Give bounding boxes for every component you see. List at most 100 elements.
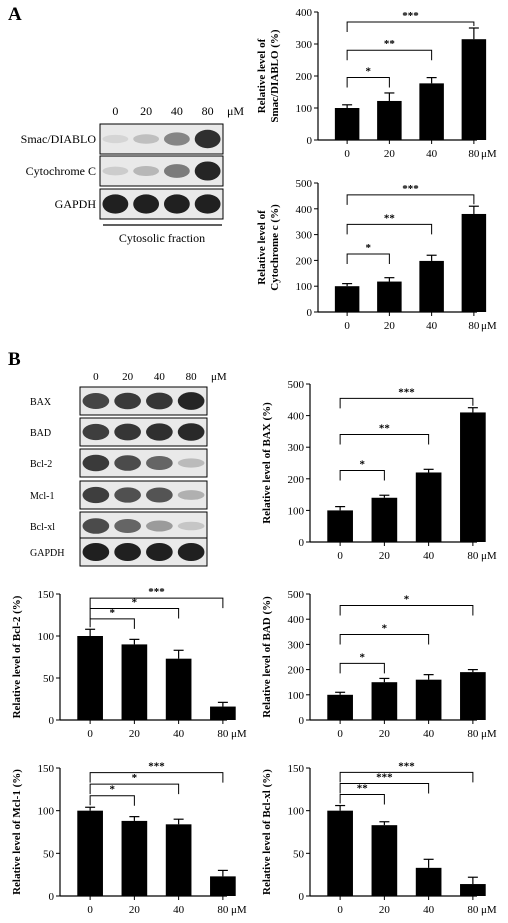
bar-20 [371,825,398,896]
significance-bracket [346,77,390,88]
y-tick-label: 300 [296,230,313,242]
bar-80 [461,39,487,141]
panel-letter-a: A [8,4,22,25]
x-tick-label: 20 [379,550,391,562]
significance-bracket [89,608,180,619]
x-tick-label: 0 [337,904,343,916]
western-blot-a: 0 20 40 80 μM Smac/DIABLO Cytochrome C GAPDH Cyt… [21,104,245,245]
blot-band [177,490,205,500]
y-tick-label: 400 [296,204,313,216]
blot-band [177,521,205,531]
blot-band [177,423,205,441]
x-tick-label: 40 [423,728,435,740]
y-tick-label: 0 [299,537,305,549]
significance-bracket [339,470,385,481]
y-tick-label: 400 [288,614,305,626]
blot-label-Bcl-xl: Bcl-xl [30,522,55,533]
blot-label-GAPDH: GAPDH [55,197,97,211]
blot-band [146,455,173,471]
bar-80 [210,876,236,896]
blot-label-Mcl-1: Mcl-1 [30,491,54,502]
bar-0 [327,510,353,542]
blot-band [114,455,141,471]
lane-label-20: 20 [122,371,134,383]
significance-bracket [339,771,474,783]
significance-label: *** [402,10,419,22]
bar-80 [460,412,486,542]
significance-label: * [110,784,116,796]
significance-bracket [339,782,430,794]
blot-band [82,423,110,441]
lane-label-40: 40 [171,104,183,118]
lane-label-20: 20 [140,104,152,118]
significance-label: * [366,66,372,78]
significance-bracket [346,223,433,235]
y-tick-label: 150 [38,589,55,601]
significance-label: ** [379,422,391,434]
bar-40 [415,679,442,720]
y-axis-label: Relative level of BAX (%) [261,402,273,524]
x-tick-label: 80 [468,320,480,332]
y-tick-label: 0 [307,135,313,147]
bar-80 [210,706,236,720]
blot-band [163,164,190,178]
x-tick-label: 80 [467,550,479,562]
unit-label: μM [227,104,244,118]
blot-band [114,392,141,410]
significance-bracket [346,194,475,205]
y-tick-label: 100 [296,103,313,115]
unit-label: μM [481,550,497,562]
significance-label: *** [148,586,165,598]
y-tick-label: 50 [43,673,55,685]
significance-bracket [89,795,135,806]
blot-band [114,518,141,534]
y-tick-label: 150 [288,763,305,775]
bar-20 [377,281,402,312]
significance-bracket [339,794,385,805]
significance-label: * [360,459,366,471]
fraction-caption: Cytosolic fraction [119,231,205,245]
unit-label: μM [231,728,247,740]
significance-label: * [382,622,388,634]
y-tick-label: 100 [288,806,305,818]
x-tick-label: 40 [423,904,435,916]
significance-bracket [89,783,180,795]
y-axis-label: Relative level of [256,210,268,285]
y-tick-label: 0 [299,715,305,727]
significance-label: *** [402,183,419,195]
blot-label-BAD: BAD [30,428,51,439]
significance-label: ** [357,783,369,795]
significance-label: *** [398,386,415,398]
lane-label-40: 40 [154,371,166,383]
significance-bracket [89,772,224,783]
blot-band [102,166,129,176]
bar-80 [460,884,486,896]
y-tick-label: 0 [307,307,313,319]
x-tick-label: 0 [344,320,350,332]
y-tick-label: 50 [293,848,305,860]
x-tick-label: 80 [467,904,479,916]
bar-80 [460,672,486,720]
bar-40 [419,260,444,312]
y-tick-label: 100 [288,690,305,702]
x-tick-label: 0 [87,728,93,740]
panel-letter-b: B [8,349,21,370]
blot-label-Bcl-2: Bcl-2 [30,459,52,470]
y-axis-label: Relative level of Bcl-xl (%) [261,769,273,895]
significance-bracket [89,597,224,609]
blot-label-GAPDH: GAPDH [30,548,64,559]
y-tick-label: 150 [38,763,55,775]
significance-label: * [360,651,366,663]
bar-40 [415,867,442,896]
x-tick-label: 20 [379,904,391,916]
significance-label: *** [148,761,165,773]
y-tick-label: 0 [49,891,55,903]
significance-label: *** [376,771,393,783]
unit-label: μM [211,371,227,383]
bar-chart-mcl1: 0 50 100 150 Relative level of Mcl-1 (%) 0 20 4… [11,761,247,916]
y-tick-label: 100 [288,505,305,517]
blot-band [114,542,141,562]
